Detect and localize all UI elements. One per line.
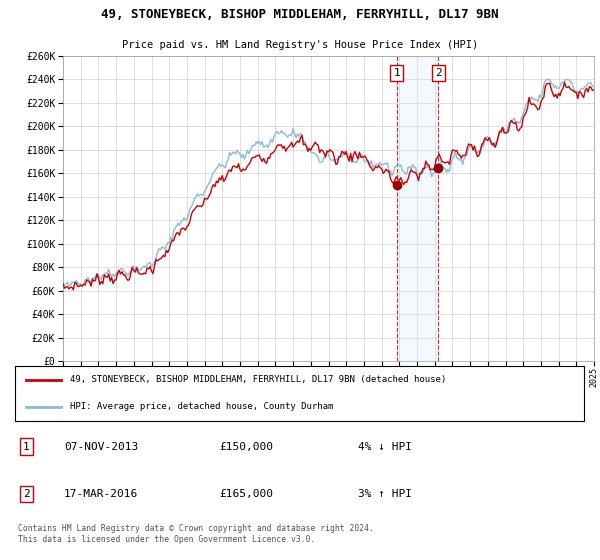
- Bar: [397, 56, 439, 361]
- Text: Price paid vs. HM Land Registry's House Price Index (HPI): Price paid vs. HM Land Registry's House …: [122, 40, 478, 50]
- Text: 1: 1: [23, 441, 30, 451]
- FancyBboxPatch shape: [15, 366, 584, 421]
- Text: 1: 1: [393, 68, 400, 78]
- Text: HPI: Average price, detached house, County Durham: HPI: Average price, detached house, Coun…: [70, 403, 333, 412]
- Text: 2: 2: [23, 489, 30, 499]
- Text: 49, STONEYBECK, BISHOP MIDDLEHAM, FERRYHILL, DL17 9BN (detached house): 49, STONEYBECK, BISHOP MIDDLEHAM, FERRYH…: [70, 375, 446, 384]
- Text: £165,000: £165,000: [220, 489, 274, 499]
- Text: 17-MAR-2016: 17-MAR-2016: [64, 489, 138, 499]
- Text: 49, STONEYBECK, BISHOP MIDDLEHAM, FERRYHILL, DL17 9BN: 49, STONEYBECK, BISHOP MIDDLEHAM, FERRYH…: [101, 8, 499, 21]
- Text: Contains HM Land Registry data © Crown copyright and database right 2024.
This d: Contains HM Land Registry data © Crown c…: [18, 524, 374, 544]
- Text: 4% ↓ HPI: 4% ↓ HPI: [358, 441, 412, 451]
- Text: 07-NOV-2013: 07-NOV-2013: [64, 441, 138, 451]
- Text: 2: 2: [435, 68, 442, 78]
- Text: 3% ↑ HPI: 3% ↑ HPI: [358, 489, 412, 499]
- Text: £150,000: £150,000: [220, 441, 274, 451]
